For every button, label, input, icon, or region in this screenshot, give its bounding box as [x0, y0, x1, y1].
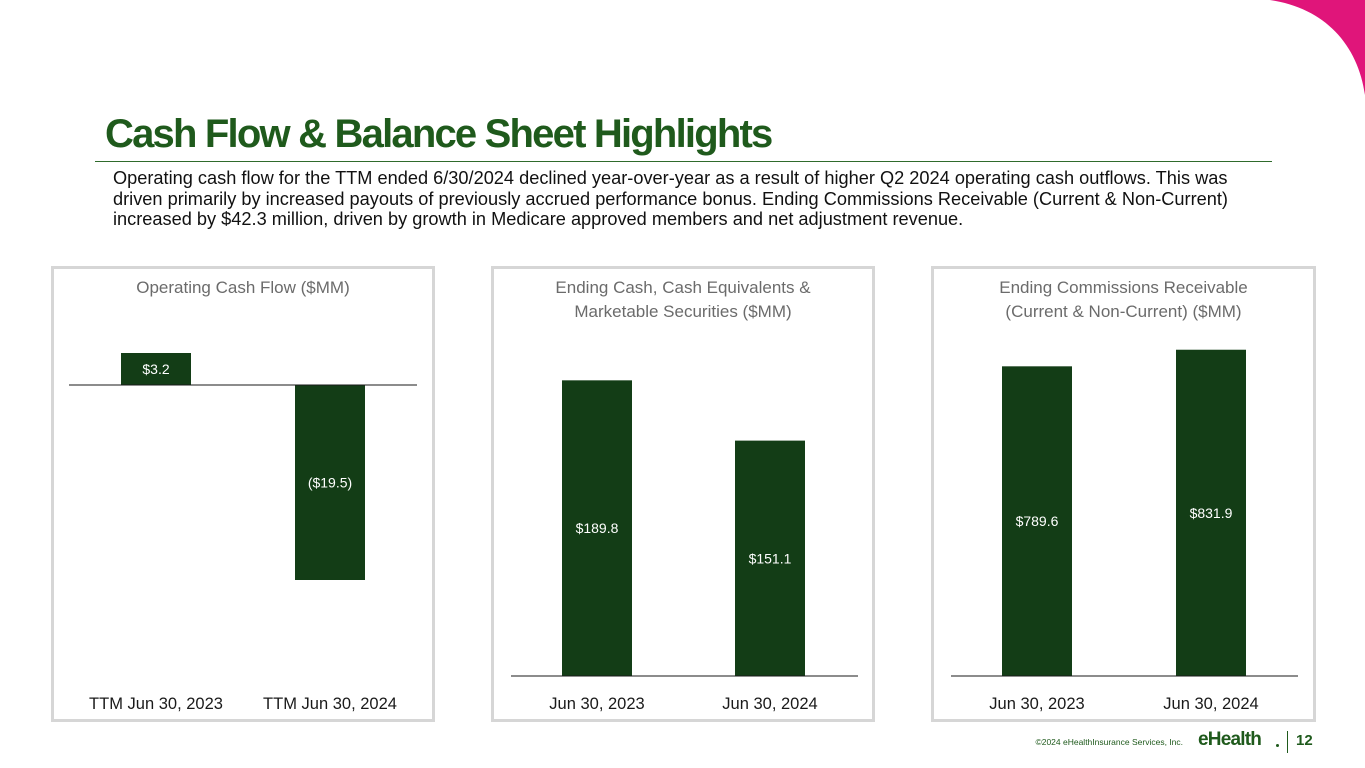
page-title: Cash Flow & Balance Sheet Highlights: [105, 112, 773, 156]
chart-title: Ending Commissions Receivable (Current &…: [934, 276, 1313, 324]
chart-title-line: Ending Commissions Receivable: [999, 278, 1248, 297]
category-label: Jun 30, 2024: [722, 695, 817, 713]
data-label: $189.8: [576, 520, 619, 536]
data-label: ($19.5): [308, 475, 352, 491]
bar: [735, 440, 805, 676]
chart-title-line: (Current & Non-Current) ($MM): [1005, 302, 1242, 321]
category-label: Jun 30, 2024: [1163, 695, 1258, 713]
intro-paragraph: Operating cash flow for the TTM ended 6/…: [113, 168, 1228, 229]
bar: [121, 353, 191, 385]
data-label: $3.2: [142, 361, 169, 377]
category-label: Jun 30, 2023: [549, 695, 644, 713]
footer-separator: [1287, 731, 1288, 753]
operating-cash-flow-panel: Operating Cash Flow ($MM) $3.2 TTM Jun 30…: [51, 266, 435, 722]
bar: [295, 385, 365, 580]
chart-title-line: Ending Cash, Cash Equivalents &: [555, 278, 811, 297]
chart-title: Ending Cash, Cash Equivalents & Marketab…: [494, 276, 872, 324]
chart-title-line: Operating Cash Flow ($MM): [136, 278, 350, 297]
decorative-corner-accent: [1270, 0, 1365, 95]
commissions-receivable-panel: Ending Commissions Receivable (Current &…: [931, 266, 1316, 722]
commissions-receivable-chart: $789.6 Jun 30, 2023 $831.9 Jun 30, 2024: [951, 349, 1298, 713]
logo-dot: [1276, 744, 1279, 747]
category-label: TTM Jun 30, 2024: [263, 695, 397, 713]
bar: [562, 380, 632, 676]
title-divider: [95, 161, 1272, 162]
data-label: $789.6: [1016, 513, 1059, 529]
operating-cash-flow-chart: $3.2 TTM Jun 30, 2023 ($19.5) TTM Jun 30, 2…: [69, 353, 417, 713]
bar: [1176, 349, 1246, 676]
copyright-text: ©2024 eHealthInsurance Services, Inc.: [1035, 737, 1183, 747]
bar: [1002, 366, 1072, 676]
category-label: Jun 30, 2023: [989, 695, 1084, 713]
category-label: TTM Jun 30, 2023: [89, 695, 223, 713]
data-label: $831.9: [1190, 505, 1233, 521]
chart-title: Operating Cash Flow ($MM): [54, 276, 432, 300]
ending-cash-chart: $189.8 Jun 30, 2023 $151.1 Jun 30, 2024: [511, 380, 858, 713]
data-label: $151.1: [749, 550, 792, 566]
chart-title-line: Marketable Securities ($MM): [574, 302, 792, 321]
ending-cash-panel: Ending Cash, Cash Equivalents & Marketab…: [491, 266, 875, 722]
ehealth-logo: eHealth: [1198, 729, 1262, 750]
page-number: 12: [1296, 732, 1313, 749]
